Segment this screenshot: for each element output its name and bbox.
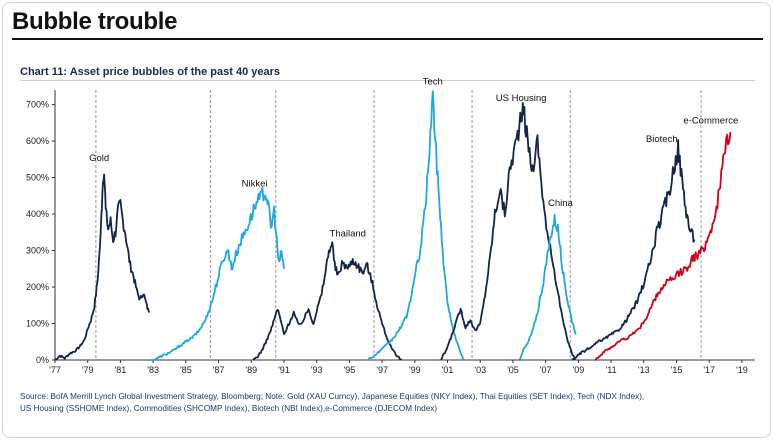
series-label-e-commerce: e-Commerce xyxy=(683,116,738,127)
x-tick-label: '11 xyxy=(606,365,617,375)
x-tick-label: '85 xyxy=(180,365,192,375)
series-label-china: China xyxy=(548,198,574,209)
series-line-nikkei xyxy=(152,186,285,361)
x-tick-label: '87 xyxy=(213,365,225,375)
x-tick-label: '13 xyxy=(638,365,650,375)
x-tick-label: '83 xyxy=(147,365,159,375)
x-tick-label: '81 xyxy=(115,365,127,375)
series-label-gold: Gold xyxy=(89,153,109,164)
y-tick-label: 200% xyxy=(26,282,49,292)
y-tick-label: 600% xyxy=(26,136,49,146)
headline-rule xyxy=(12,38,763,40)
x-tick-label: '15 xyxy=(671,365,683,375)
y-tick-label: 300% xyxy=(26,246,49,256)
y-tick-label: 100% xyxy=(26,319,49,329)
headline: Bubble trouble xyxy=(12,8,178,35)
source-line-2: US Housing (SSHOME Index), Commodities (… xyxy=(20,404,438,413)
x-tick-label: '89 xyxy=(245,365,257,375)
series-label-tech: Tech xyxy=(423,77,443,88)
x-tick-label: '97 xyxy=(376,365,388,375)
series-line-china xyxy=(518,213,577,361)
y-tick-label: 500% xyxy=(26,173,49,183)
series-label-us-housing: US Housing xyxy=(496,93,547,104)
series-line-tech xyxy=(367,90,465,361)
source-note: Source: BofA Merrill Lynch Global Invest… xyxy=(20,391,760,415)
x-tick-label: '91 xyxy=(278,365,290,375)
x-tick-label: '17 xyxy=(703,365,715,375)
x-tick-label: '19 xyxy=(736,365,748,375)
x-tick-label: '95 xyxy=(344,365,356,375)
x-tick-label: '79 xyxy=(82,365,94,375)
series-line-thailand xyxy=(252,241,403,361)
series-label-biotech: Biotech xyxy=(646,134,678,145)
x-tick-label: '05 xyxy=(507,365,519,375)
series-line-e-commerce xyxy=(594,131,732,361)
series-line-us-housing xyxy=(440,102,576,361)
series-label-thailand: Thailand xyxy=(330,229,366,240)
x-tick-label: '09 xyxy=(572,365,584,375)
series-line-gold xyxy=(54,173,150,361)
series-label-nikkei: Nikkei xyxy=(242,179,268,190)
x-tick-label: '99 xyxy=(409,365,421,375)
chart-title-rule xyxy=(20,80,755,81)
series-line-biotech xyxy=(571,139,696,361)
x-tick-label: '03 xyxy=(474,365,486,375)
x-tick-label: '77 xyxy=(49,365,61,375)
y-tick-label: 0% xyxy=(36,355,49,365)
x-tick-label: '93 xyxy=(311,365,323,375)
chart-title: Chart 11: Asset price bubbles of the pas… xyxy=(20,66,281,78)
source-line-1: Source: BofA Merrill Lynch Global Invest… xyxy=(20,392,645,401)
x-tick-label: '01 xyxy=(442,365,454,375)
y-tick-label: 400% xyxy=(26,209,49,219)
x-tick-label: '07 xyxy=(540,365,552,375)
y-tick-label: 700% xyxy=(26,100,49,110)
